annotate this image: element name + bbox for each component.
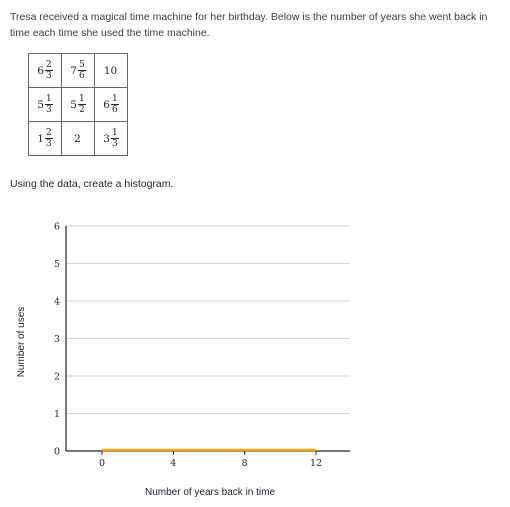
y-tick-label: 3 — [54, 334, 60, 345]
x-tick-label: 12 — [310, 458, 322, 469]
grid-lines — [66, 225, 350, 414]
histogram-prompt: Using the data, create a histogram. — [10, 178, 174, 190]
y-axis-label: Number of uses — [16, 307, 27, 378]
table-row: 6 2 3 7 5 6 10 — [28, 53, 128, 88]
y-tick-label: 2 — [54, 372, 60, 383]
y-tick-label: 0 — [54, 447, 60, 458]
y-tick-label: 6 — [54, 222, 60, 233]
x-tick-label: 8 — [242, 458, 248, 469]
y-tick-label: 1 — [54, 409, 60, 420]
y-tick-label: 4 — [54, 297, 60, 308]
x-tick-label: 0 — [99, 458, 105, 469]
table-cell: 10 — [94, 53, 128, 88]
years-data-table: 6 2 3 7 5 6 10 5 1 3 5 1 2 6 1 6 1 2 3 2 3 1 3 — [28, 53, 128, 156]
y-tick-label: 5 — [54, 259, 60, 270]
x-axis-label: Number of years back in time — [145, 487, 275, 498]
table-cell: 2 — [61, 121, 95, 156]
x-tick-labels: 0 4 8 12 — [99, 451, 322, 469]
y-tick-labels: 0 1 2 3 4 5 6 — [54, 222, 60, 458]
x-tick-label: 4 — [170, 458, 176, 469]
problem-intro: Tresa received a magical time machine fo… — [10, 11, 488, 39]
